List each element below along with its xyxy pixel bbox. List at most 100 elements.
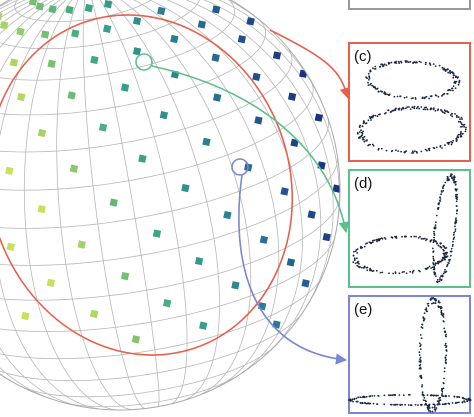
cloud-point (463, 125, 465, 128)
cloud-point (356, 252, 359, 254)
panel-border (348, 169, 471, 288)
cloud-point (446, 69, 448, 71)
cloud-point (368, 143, 370, 146)
cloud-point (371, 143, 374, 146)
cloud-point (434, 404, 436, 407)
cloud-point (370, 269, 372, 272)
cloud-point (352, 261, 355, 263)
cloud-point (455, 205, 458, 208)
point-marker (37, 204, 46, 214)
cloud-point (377, 395, 380, 397)
point-marker (301, 279, 310, 288)
cloud-point (385, 64, 388, 66)
grid-line (87, 0, 330, 121)
cloud-point (369, 83, 371, 86)
cloud-point (449, 258, 451, 261)
cloud-point (385, 149, 388, 152)
cloud-point (381, 63, 384, 66)
cloud-point (429, 240, 432, 243)
cloud-point (387, 94, 390, 96)
cloud-point (444, 335, 447, 337)
cloud-point (435, 221, 437, 224)
cloud-point (388, 272, 390, 275)
cloud-point (391, 236, 394, 239)
cloud-point (437, 244, 440, 247)
cloud-point (427, 305, 430, 307)
cloud-point (357, 396, 360, 399)
cloud-point (440, 278, 443, 281)
cloud-point (389, 394, 392, 397)
point-marker (84, 3, 94, 13)
point-marker (157, 6, 166, 16)
panel-label: (c) (354, 48, 372, 65)
cloud-point (442, 189, 445, 192)
cloud-point (420, 404, 423, 407)
cloud-point (433, 234, 436, 237)
cloud-point (452, 85, 455, 87)
cloud-point (446, 93, 449, 95)
point-marker (21, 311, 30, 321)
cloud-point (449, 89, 452, 92)
cloud-point (466, 400, 469, 402)
cloud-point (396, 95, 399, 98)
point-marker (98, 123, 108, 132)
cloud-point (430, 394, 432, 397)
point-marker (286, 258, 295, 267)
cloud-point (439, 399, 442, 402)
cloud-point (451, 115, 454, 118)
cloud-point (368, 76, 371, 78)
cloud-point (439, 200, 442, 202)
cloud-point (419, 334, 422, 336)
point-marker (5, 166, 14, 175)
cloud-point (405, 96, 408, 98)
cloud-point (365, 139, 368, 142)
cloud-point (411, 152, 413, 154)
cloud-point (439, 198, 442, 200)
cloud-point (444, 68, 447, 71)
cloud-point (453, 175, 456, 178)
cloud-point (454, 113, 456, 115)
cloud-point (460, 126, 462, 128)
sphere-outline (0, 0, 341, 411)
grid-line (86, 0, 220, 401)
cloud-point (446, 110, 448, 113)
grid-line (0, 0, 88, 400)
cloud-point (443, 92, 446, 95)
cloud-point (388, 62, 391, 64)
cloud-point (366, 269, 369, 272)
cloud-point (377, 148, 380, 151)
cloud-point (374, 114, 377, 117)
cloud-point (452, 179, 455, 181)
cloud-point (429, 410, 431, 412)
cloud-point (444, 344, 447, 347)
cloud-point (433, 147, 436, 150)
cloud-point (461, 397, 464, 399)
cloud-point (438, 402, 441, 404)
cloud-point (371, 84, 373, 87)
cloud-point (403, 96, 406, 99)
panel-c: (c) (348, 42, 471, 162)
cloud-point (457, 136, 460, 139)
cloud-point (418, 354, 421, 356)
grid-line (87, 0, 340, 241)
cloud-point (356, 400, 359, 403)
cloud-point (418, 351, 421, 354)
grid-line (87, 0, 303, 376)
cloud-point (355, 400, 358, 403)
cloud-point (357, 137, 360, 139)
cloud-point (442, 187, 444, 190)
cloud-point (393, 109, 395, 112)
cloud-point (399, 404, 402, 406)
cloud-point (442, 313, 445, 316)
cloud-point (426, 303, 429, 305)
cloud-point (432, 296, 434, 299)
cloud-point (437, 260, 440, 263)
cloud-point (433, 232, 436, 235)
cloud-point (383, 236, 386, 239)
cloud-point (426, 149, 428, 152)
cloud-point (455, 140, 458, 143)
point-marker (109, 198, 118, 207)
cloud-point (437, 262, 440, 265)
cloud-point (433, 266, 435, 269)
cloud-point (451, 176, 453, 179)
